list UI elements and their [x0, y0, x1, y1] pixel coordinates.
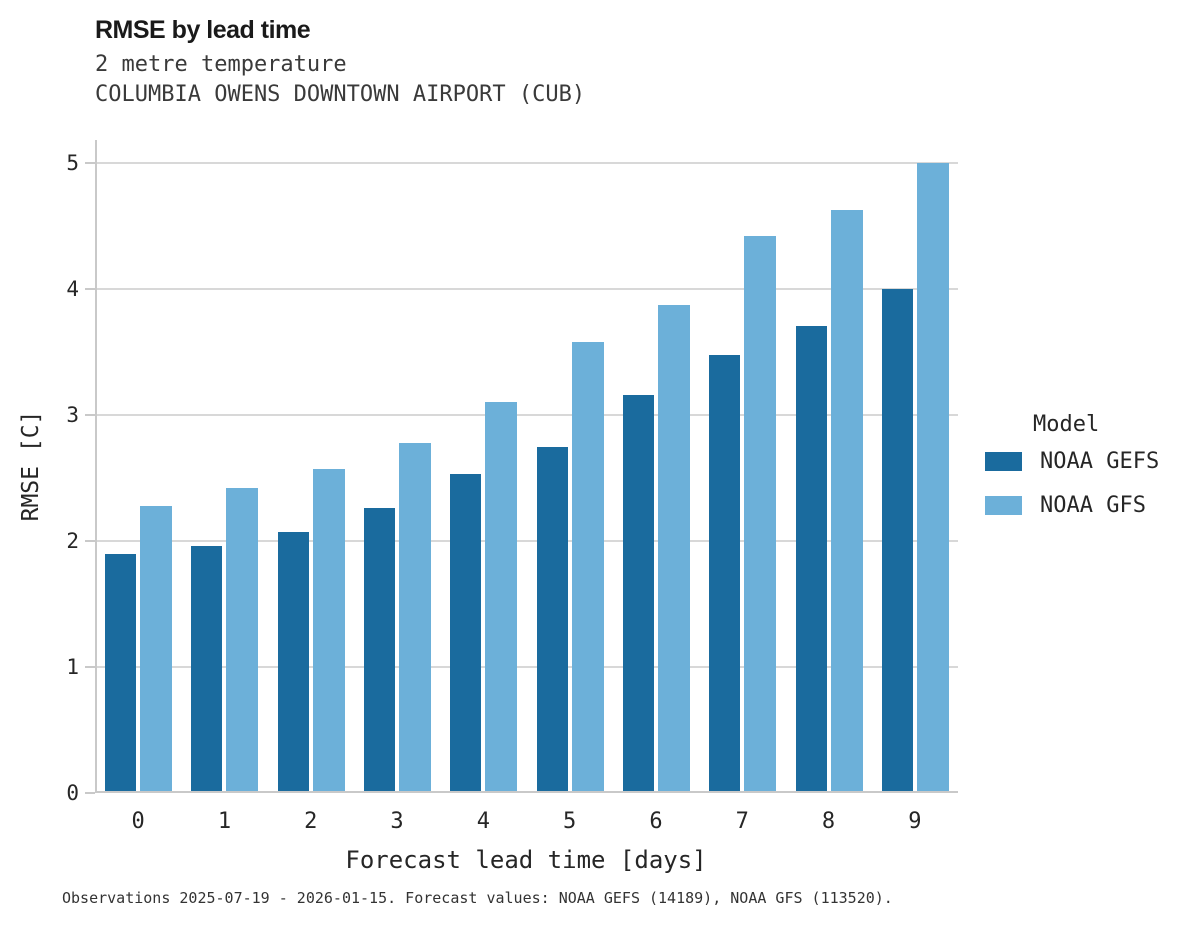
gridline-y3	[95, 414, 958, 416]
y-tick-label: 0	[66, 781, 79, 805]
bar-noaa-gfs-day8	[830, 209, 863, 793]
bar-noaa-gefs-day4	[450, 474, 482, 793]
bar-noaa-gfs-day1	[226, 488, 259, 793]
gridline-y2	[95, 540, 958, 542]
x-tick-label: 8	[821, 809, 836, 834]
y-tick-label: 4	[66, 277, 79, 301]
gridline-y1	[95, 666, 958, 668]
bar-noaa-gefs-day5	[536, 446, 568, 793]
legend-entry-gefs: NOAA GEFS	[985, 449, 1159, 474]
bar-noaa-gefs-day8	[795, 325, 827, 793]
bar-noaa-gfs-day2	[312, 469, 345, 793]
bar-noaa-gfs-day3	[399, 442, 432, 793]
bar-noaa-gfs-day6	[657, 305, 690, 793]
y-tick	[85, 288, 95, 290]
chart-title: RMSE by lead time	[95, 16, 311, 44]
bar-noaa-gefs-day1	[191, 546, 223, 793]
bar-noaa-gfs-day9	[916, 163, 949, 793]
y-axis-spine	[95, 140, 97, 793]
bar-noaa-gefs-day0	[105, 553, 137, 793]
y-tick-label: 3	[66, 403, 79, 427]
x-axis-title: Forecast lead time [days]	[345, 846, 707, 874]
y-axis-title: RMSE [C]	[18, 410, 44, 522]
x-tick-label: 5	[563, 809, 577, 834]
bar-noaa-gefs-day7	[709, 354, 741, 793]
legend: Model NOAA GEFS NOAA GFS	[985, 412, 1159, 537]
bar-noaa-gefs-day6	[622, 394, 654, 793]
y-tick-label: 1	[66, 655, 79, 679]
y-tick	[85, 540, 95, 542]
x-tick-label: 9	[908, 809, 922, 834]
legend-entry-gfs: NOAA GFS	[985, 493, 1159, 518]
bar-noaa-gfs-day5	[571, 341, 604, 793]
chart-subtitle-variable: 2 metre temperature	[95, 52, 347, 77]
x-axis-spine	[95, 791, 958, 793]
y-tick	[85, 666, 95, 668]
gridline-y5	[95, 162, 958, 164]
bar-noaa-gfs-day7	[744, 236, 777, 793]
legend-label: NOAA GFS	[1040, 493, 1146, 518]
y-tick-label: 5	[66, 151, 79, 175]
y-tick	[85, 162, 95, 164]
bar-noaa-gfs-day0	[140, 505, 173, 793]
y-tick	[85, 792, 95, 794]
bar-noaa-gefs-day3	[364, 508, 396, 793]
x-tick-label: 3	[390, 809, 404, 834]
bar-noaa-gefs-day2	[277, 532, 309, 793]
x-tick-label: 7	[735, 809, 749, 834]
caption: Observations 2025-07-19 - 2026-01-15. Fo…	[62, 889, 893, 907]
bar-noaa-gfs-day4	[485, 402, 518, 793]
legend-swatch	[985, 496, 1022, 515]
x-tick-label: 1	[217, 809, 232, 834]
x-tick-label: 6	[649, 809, 663, 834]
x-tick-label: 2	[304, 809, 318, 834]
x-tick-label: 4	[476, 809, 490, 834]
gridline-y4	[95, 288, 958, 290]
y-tick-label: 2	[66, 529, 79, 553]
legend-swatch	[985, 452, 1022, 471]
chart-subtitle-station: COLUMBIA OWENS DOWNTOWN AIRPORT (CUB)	[95, 82, 586, 107]
legend-label: NOAA GEFS	[1040, 449, 1160, 474]
y-tick	[85, 414, 95, 416]
x-tick-label: 0	[131, 809, 145, 834]
plot-area: 0 1 2 3 4 5 0 1 2 3 4 5 6 7 8 9	[66, 140, 958, 834]
legend-title: Model	[1033, 412, 1100, 437]
bar-noaa-gefs-day9	[881, 289, 913, 793]
